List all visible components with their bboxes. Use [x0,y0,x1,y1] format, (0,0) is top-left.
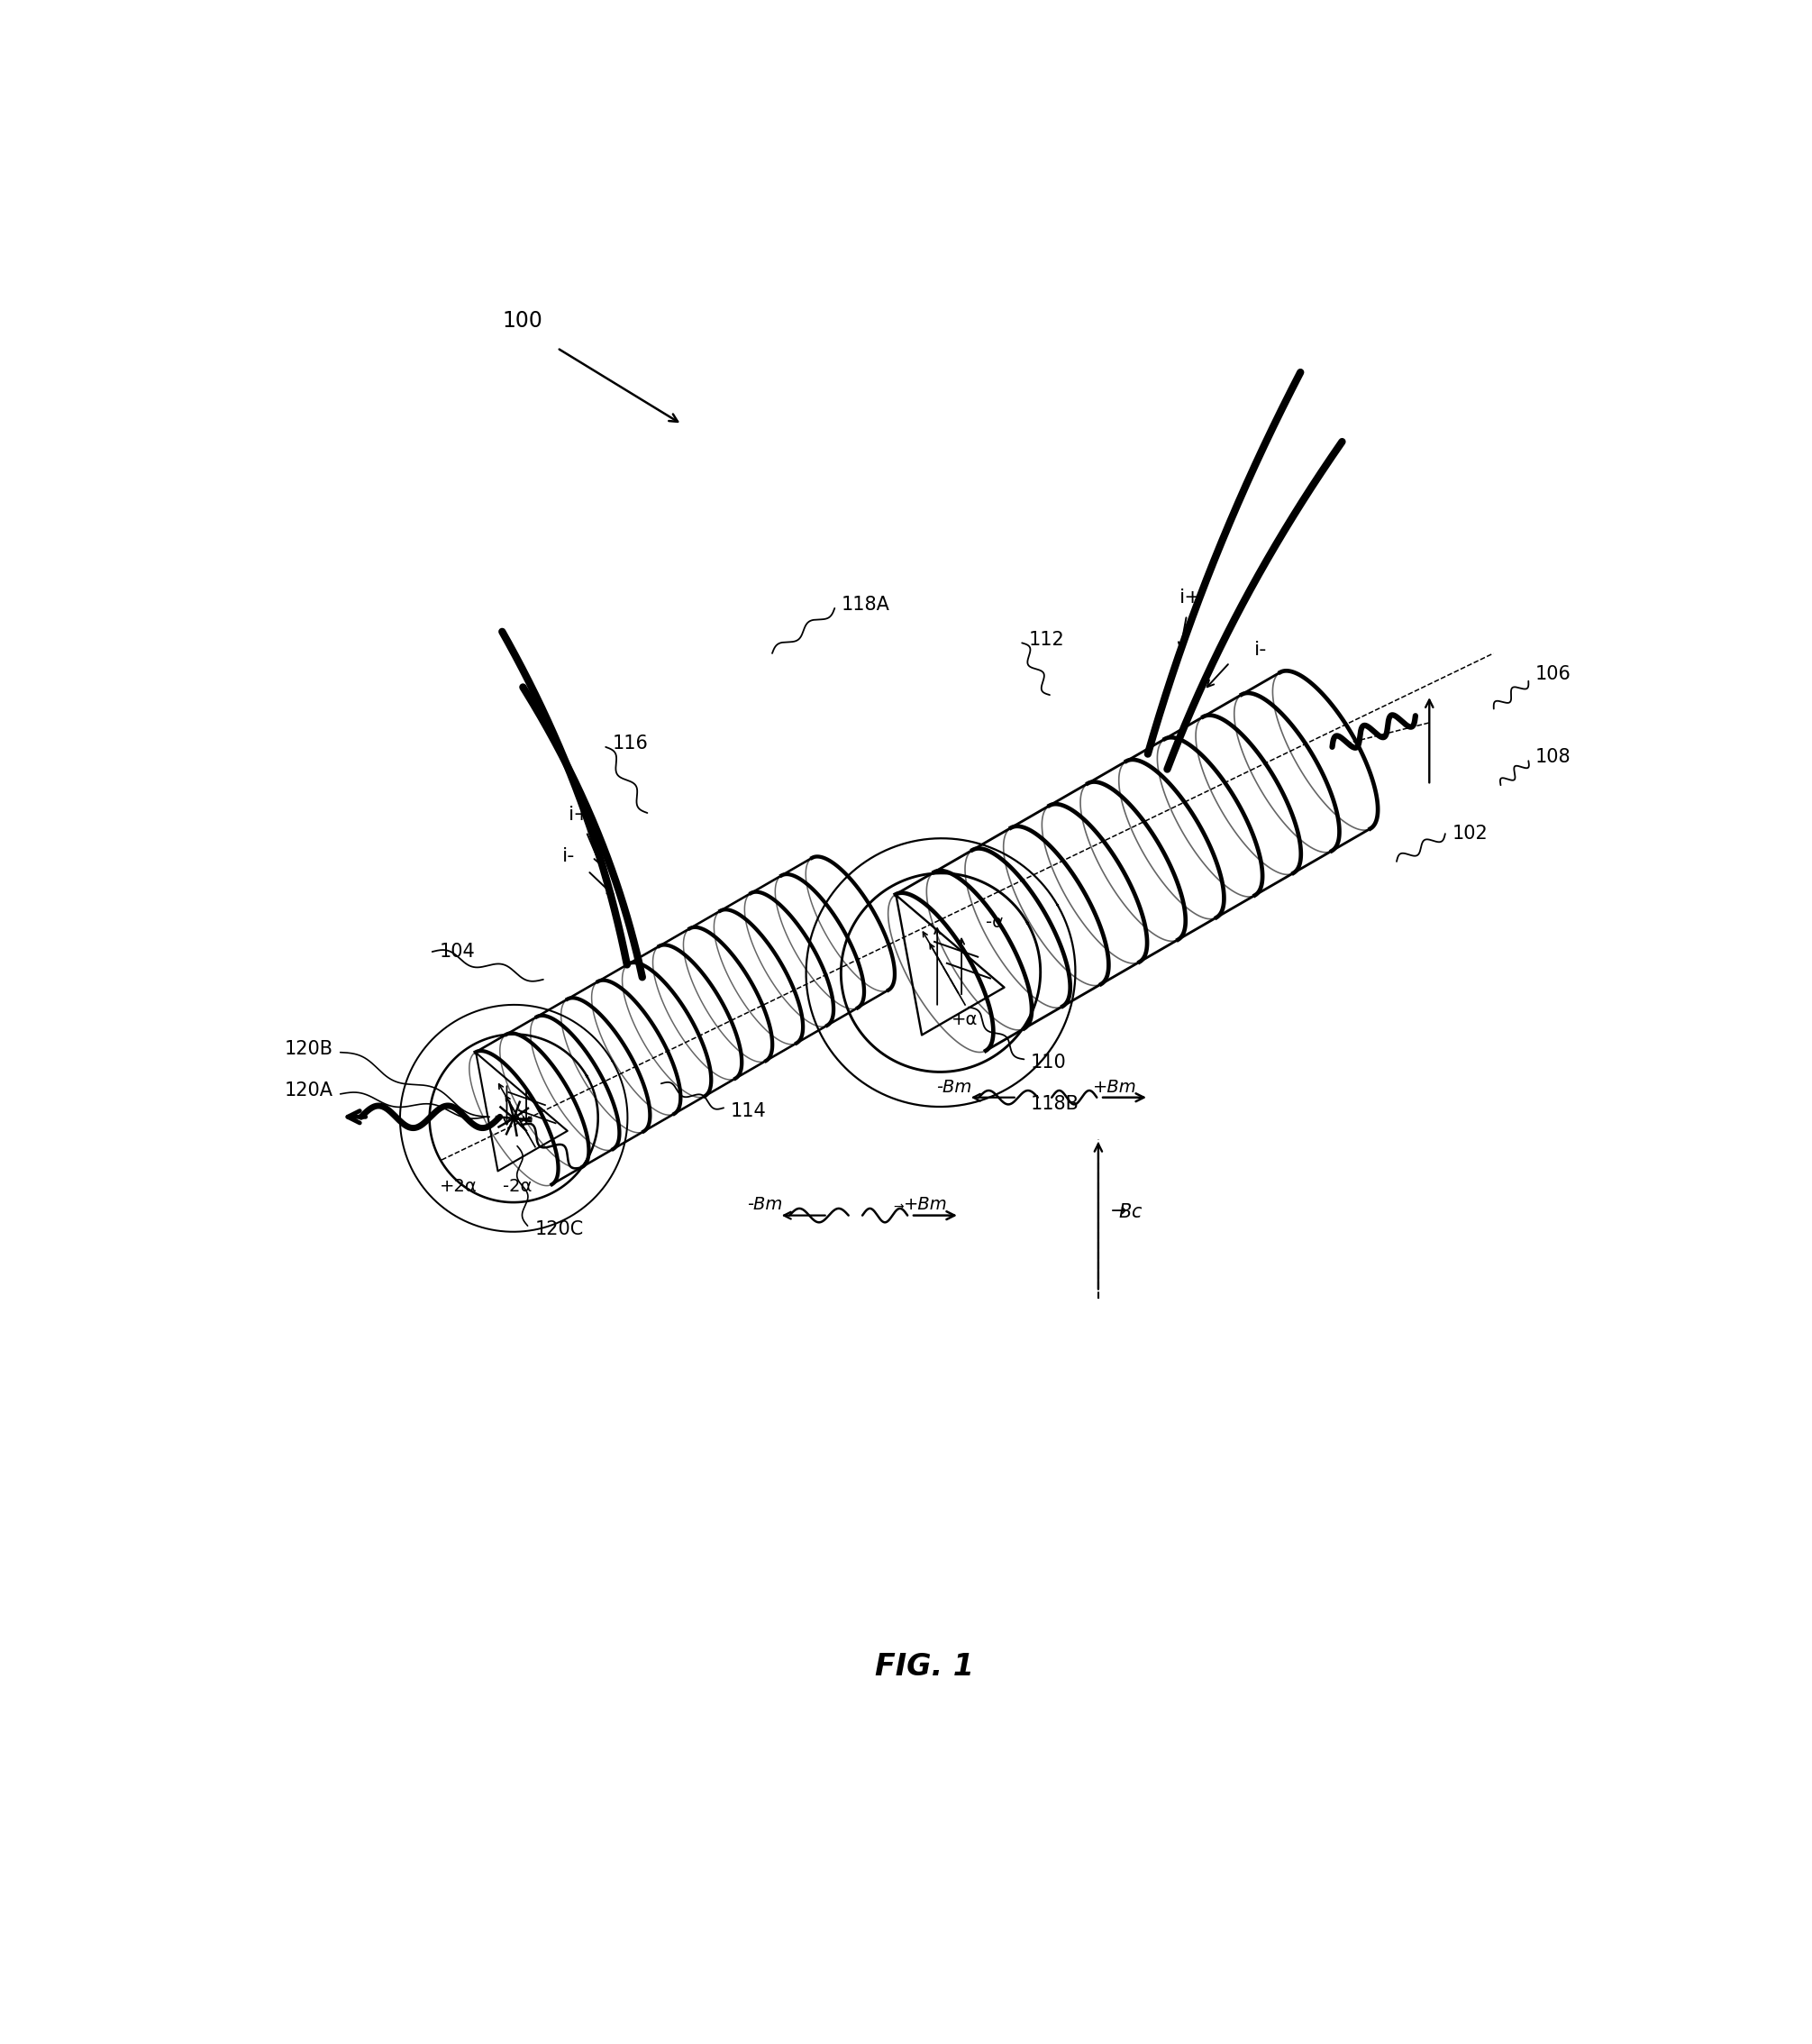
Text: i-: i- [1254,642,1267,658]
Text: -Bm: -Bm [747,1196,783,1214]
Text: 120C: 120C [535,1220,583,1239]
Text: -Bm: -Bm [937,1079,971,1096]
Text: 118A: 118A [841,595,890,613]
Text: 120B: 120B [284,1040,333,1059]
Text: 100: 100 [502,311,542,331]
Text: -α: -α [986,914,1004,930]
Text: $\overrightarrow{}$: $\overrightarrow{}$ [893,1200,904,1212]
Text: +Bm: +Bm [904,1196,948,1214]
Text: $\overrightarrow{}$Bc: $\overrightarrow{}$Bc [1111,1204,1143,1220]
Text: 116: 116 [612,734,649,752]
Text: i+: i+ [569,805,591,824]
Text: i+: i+ [1180,589,1201,607]
Text: 110: 110 [1031,1055,1067,1071]
Text: FIG. 1: FIG. 1 [875,1652,975,1682]
Text: 112: 112 [1029,630,1065,648]
Text: 114: 114 [730,1102,766,1120]
Text: 104: 104 [439,942,475,961]
Text: 102: 102 [1451,824,1488,842]
Text: i-: i- [562,848,574,865]
Text: 106: 106 [1535,664,1571,683]
Text: +Bm: +Bm [1093,1079,1138,1096]
Text: -2α: -2α [502,1177,531,1196]
Text: 118B: 118B [1031,1096,1080,1114]
Text: +2α: +2α [440,1177,477,1196]
Text: 108: 108 [1535,748,1571,766]
Text: +α: +α [951,1012,978,1028]
Text: 120A: 120A [284,1081,333,1100]
